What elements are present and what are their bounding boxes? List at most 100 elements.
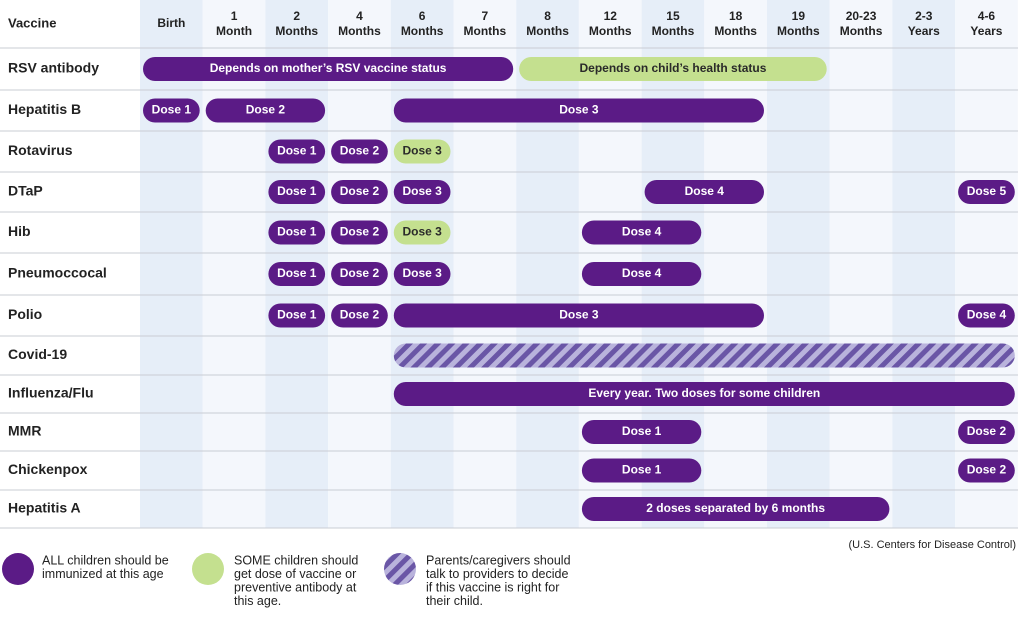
age-header: Months <box>338 24 381 38</box>
column-bg <box>767 0 830 528</box>
vaccine-name: Chickenpox <box>8 461 88 477</box>
legend-text: preventive antibody at <box>234 580 357 594</box>
vaccine-name: MMR <box>8 423 41 439</box>
dose-bar <box>393 139 451 164</box>
age-header: 6 <box>419 9 426 23</box>
age-header: Months <box>401 24 444 38</box>
dose-bar <box>581 220 702 245</box>
dose-label: Dose 1 <box>277 184 317 198</box>
dose-bar <box>393 180 451 204</box>
legend-text: their child. <box>426 594 483 608</box>
age-header: Months <box>464 24 507 38</box>
dose-label: Depends on mother’s RSV vaccine status <box>210 61 447 75</box>
age-header: 8 <box>544 9 551 23</box>
vaccine-name: Hepatitis A <box>8 500 81 516</box>
column-bg <box>202 0 266 528</box>
age-header: Month <box>216 24 252 38</box>
dose-bar <box>143 57 514 81</box>
age-header: Months <box>652 24 695 38</box>
vaccine-name: Rotavirus <box>8 142 73 158</box>
dose-bar <box>331 303 388 328</box>
dose-bar <box>331 220 388 245</box>
age-header: Months <box>589 24 632 38</box>
dose-label: Depends on child’s health status <box>579 61 766 75</box>
dose-label: Dose 3 <box>402 184 442 198</box>
age-header: Months <box>526 24 569 38</box>
dose-label: Dose 1 <box>277 308 317 322</box>
vaccine-name: RSV antibody <box>8 60 99 76</box>
dose-bar <box>958 458 1015 483</box>
dose-label: Dose 4 <box>967 308 1007 322</box>
dose-label: Dose 1 <box>622 463 662 477</box>
dose-bar <box>519 57 827 81</box>
age-header: Years <box>970 24 1002 38</box>
dose-bar <box>393 382 1015 406</box>
age-header: Months <box>275 24 318 38</box>
dose-bar <box>268 303 326 328</box>
dose-label: Dose 1 <box>277 144 317 158</box>
legend-text: if this vaccine is right for <box>426 580 559 594</box>
legend-text: immunized at this age <box>42 567 164 581</box>
age-header: 4 <box>356 9 363 23</box>
dose-bar <box>581 420 702 444</box>
source: (U.S. Centers for Disease Control) <box>849 539 1017 551</box>
dose-label: Dose 3 <box>402 225 442 239</box>
legend-swatch <box>192 553 224 585</box>
dose-bar <box>393 220 451 245</box>
dose-bar <box>331 139 388 164</box>
age-header: 19 <box>792 9 806 23</box>
dose-label: Dose 3 <box>402 266 442 280</box>
dose-label: Dose 4 <box>622 225 662 239</box>
column-bg <box>516 0 579 528</box>
age-header: 2-3 <box>915 9 933 23</box>
legend-swatch <box>384 553 416 585</box>
legend-text: ALL children should be <box>42 553 169 567</box>
column-bg <box>140 0 203 528</box>
dose-bar <box>644 180 764 204</box>
age-header: 18 <box>729 9 743 23</box>
age-header: 12 <box>604 9 618 23</box>
dose-label: Dose 3 <box>402 144 442 158</box>
dose-label: Dose 3 <box>559 103 599 117</box>
dose-bar <box>581 262 702 286</box>
dose-bar <box>268 220 326 245</box>
dose-label: Dose 1 <box>277 266 317 280</box>
legend-swatch <box>2 553 34 585</box>
dose-label: Dose 1 <box>622 424 662 438</box>
dose-bar <box>958 180 1015 204</box>
dose-bar <box>393 303 764 328</box>
dose-bar <box>143 98 200 123</box>
age-header: 4-6 <box>978 9 996 23</box>
dose-bar <box>581 497 890 521</box>
vaccine-name: Hib <box>8 223 31 239</box>
column-bg <box>704 0 767 528</box>
dose-bar <box>958 303 1015 328</box>
column-bg <box>829 0 893 528</box>
dose-label: Dose 2 <box>340 184 380 198</box>
age-header: 20-23 <box>846 9 877 23</box>
vaccine-name: DTaP <box>8 183 43 199</box>
age-header: 2 <box>293 9 300 23</box>
dose-label: Dose 2 <box>340 308 380 322</box>
dose-label: Dose 2 <box>340 266 380 280</box>
dose-label: Dose 2 <box>246 103 286 117</box>
vaccine-name: Pneumoccocal <box>8 265 107 281</box>
dose-label: Dose 4 <box>622 266 662 280</box>
dose-bar <box>268 180 326 204</box>
age-header: Birth <box>157 16 185 30</box>
column-bg <box>892 0 956 528</box>
legend-text: get dose of vaccine or <box>234 567 356 581</box>
dose-label: Dose 5 <box>967 184 1007 198</box>
legend-text: talk to providers to decide <box>426 567 568 581</box>
dose-label: 2 doses separated by 6 months <box>646 501 825 515</box>
hatched-bar <box>393 343 1015 368</box>
vaccine-name: Influenza/Flu <box>8 385 94 401</box>
age-header: Months <box>777 24 820 38</box>
dose-label: Dose 1 <box>152 103 192 117</box>
vaccine-name: Polio <box>8 306 42 322</box>
dose-bar <box>205 98 326 123</box>
dose-label: Dose 4 <box>685 184 725 198</box>
dose-label: Dose 2 <box>340 144 380 158</box>
